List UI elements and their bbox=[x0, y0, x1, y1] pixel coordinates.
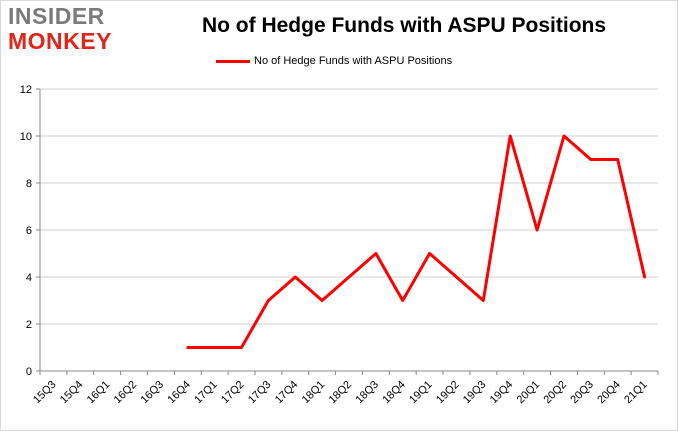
legend-label: No of Hedge Funds with ASPU Positions bbox=[254, 55, 453, 67]
x-tick-label: 16Q3 bbox=[139, 379, 167, 407]
chart-title: No of Hedge Funds with ASPU Positions bbox=[201, 14, 607, 37]
x-tick-label: 21Q1 bbox=[622, 379, 650, 407]
x-tick-label: 16Q2 bbox=[112, 379, 140, 407]
logo-line-insider: INSIDER bbox=[8, 3, 105, 29]
x-tick-label: 17Q1 bbox=[192, 379, 220, 407]
y-tick-label: 2 bbox=[26, 319, 32, 331]
y-tick-label: 8 bbox=[26, 178, 32, 190]
x-tick-label: 17Q2 bbox=[219, 379, 247, 407]
x-tick-label: 18Q4 bbox=[380, 379, 408, 407]
x-tick-label: 18Q2 bbox=[327, 379, 355, 407]
logo-line-monkey: MONKEY bbox=[8, 28, 112, 54]
x-tick-label: 15Q4 bbox=[58, 379, 86, 407]
x-tick-label: 20Q3 bbox=[568, 379, 596, 407]
x-tick-label: 15Q3 bbox=[31, 379, 59, 407]
x-tick-label: 17Q4 bbox=[273, 379, 301, 407]
x-tick-label: 20Q4 bbox=[595, 379, 623, 407]
y-tick-labels: 0 2 4 6 8 10 12 bbox=[20, 84, 32, 378]
x-tick-label: 20Q2 bbox=[542, 379, 570, 407]
x-tick-label: 17Q3 bbox=[246, 379, 274, 407]
y-tick-label: 6 bbox=[26, 225, 32, 237]
x-tick-label: 19Q4 bbox=[488, 379, 516, 407]
x-tick-label: 19Q3 bbox=[461, 379, 489, 407]
x-tick-label: 16Q1 bbox=[85, 379, 113, 407]
x-tick-label: 19Q2 bbox=[434, 379, 462, 407]
insider-monkey-logo: INSIDER MONKEY bbox=[8, 4, 128, 56]
x-tick-label: 16Q4 bbox=[165, 379, 193, 407]
legend: No of Hedge Funds with ASPU Positions bbox=[216, 53, 452, 69]
x-tick-labels: 15Q3 15Q4 16Q1 16Q2 16Q3 16Q4 17Q1 17Q2 17Q3 17Q4… bbox=[31, 379, 650, 407]
x-tick-label: 19Q1 bbox=[407, 379, 435, 407]
x-tick-label: 18Q1 bbox=[300, 379, 328, 407]
y-tick-label: 0 bbox=[26, 366, 32, 378]
axes bbox=[36, 88, 659, 375]
gridlines bbox=[40, 88, 658, 325]
y-tick-label: 4 bbox=[26, 272, 32, 284]
y-tick-label: 12 bbox=[20, 84, 32, 96]
x-tick-label: 18Q3 bbox=[353, 379, 381, 407]
y-tick-label: 10 bbox=[20, 131, 32, 143]
x-tick-label: 20Q1 bbox=[515, 379, 543, 407]
legend-swatch bbox=[216, 59, 250, 63]
series-line bbox=[186, 134, 647, 349]
series-lines bbox=[186, 134, 647, 349]
